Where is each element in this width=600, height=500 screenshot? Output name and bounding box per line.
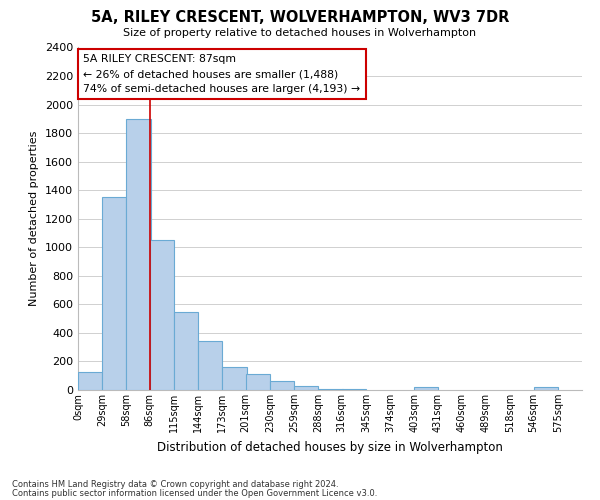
Text: Contains HM Land Registry data © Crown copyright and database right 2024.: Contains HM Land Registry data © Crown c… (12, 480, 338, 489)
Bar (127, 119, 151, 390)
Text: 5A, RILEY CRESCENT, WOLVERHAMPTON, WV3 7DR: 5A, RILEY CRESCENT, WOLVERHAMPTON, WV3 7… (91, 10, 509, 25)
Bar (78, 372, 102, 390)
Bar (414, 387, 439, 390)
Bar (319, 388, 343, 390)
Bar (223, 367, 247, 390)
Bar (294, 386, 319, 390)
X-axis label: Distribution of detached houses by size in Wolverhampton: Distribution of detached houses by size … (157, 440, 503, 454)
Text: Size of property relative to detached houses in Wolverhampton: Size of property relative to detached ho… (124, 28, 476, 38)
Bar (102, 198, 127, 390)
Y-axis label: Number of detached properties: Number of detached properties (29, 131, 40, 306)
Bar (246, 374, 270, 390)
Text: Contains public sector information licensed under the Open Government Licence v3: Contains public sector information licen… (12, 489, 377, 498)
Text: 5A RILEY CRESCENT: 87sqm
← 26% of detached houses are smaller (1,488)
74% of sem: 5A RILEY CRESCENT: 87sqm ← 26% of detach… (83, 54, 360, 94)
Bar (270, 382, 294, 390)
Bar (150, 240, 174, 390)
Bar (198, 342, 223, 390)
Bar (533, 387, 558, 390)
Bar (174, 312, 198, 390)
